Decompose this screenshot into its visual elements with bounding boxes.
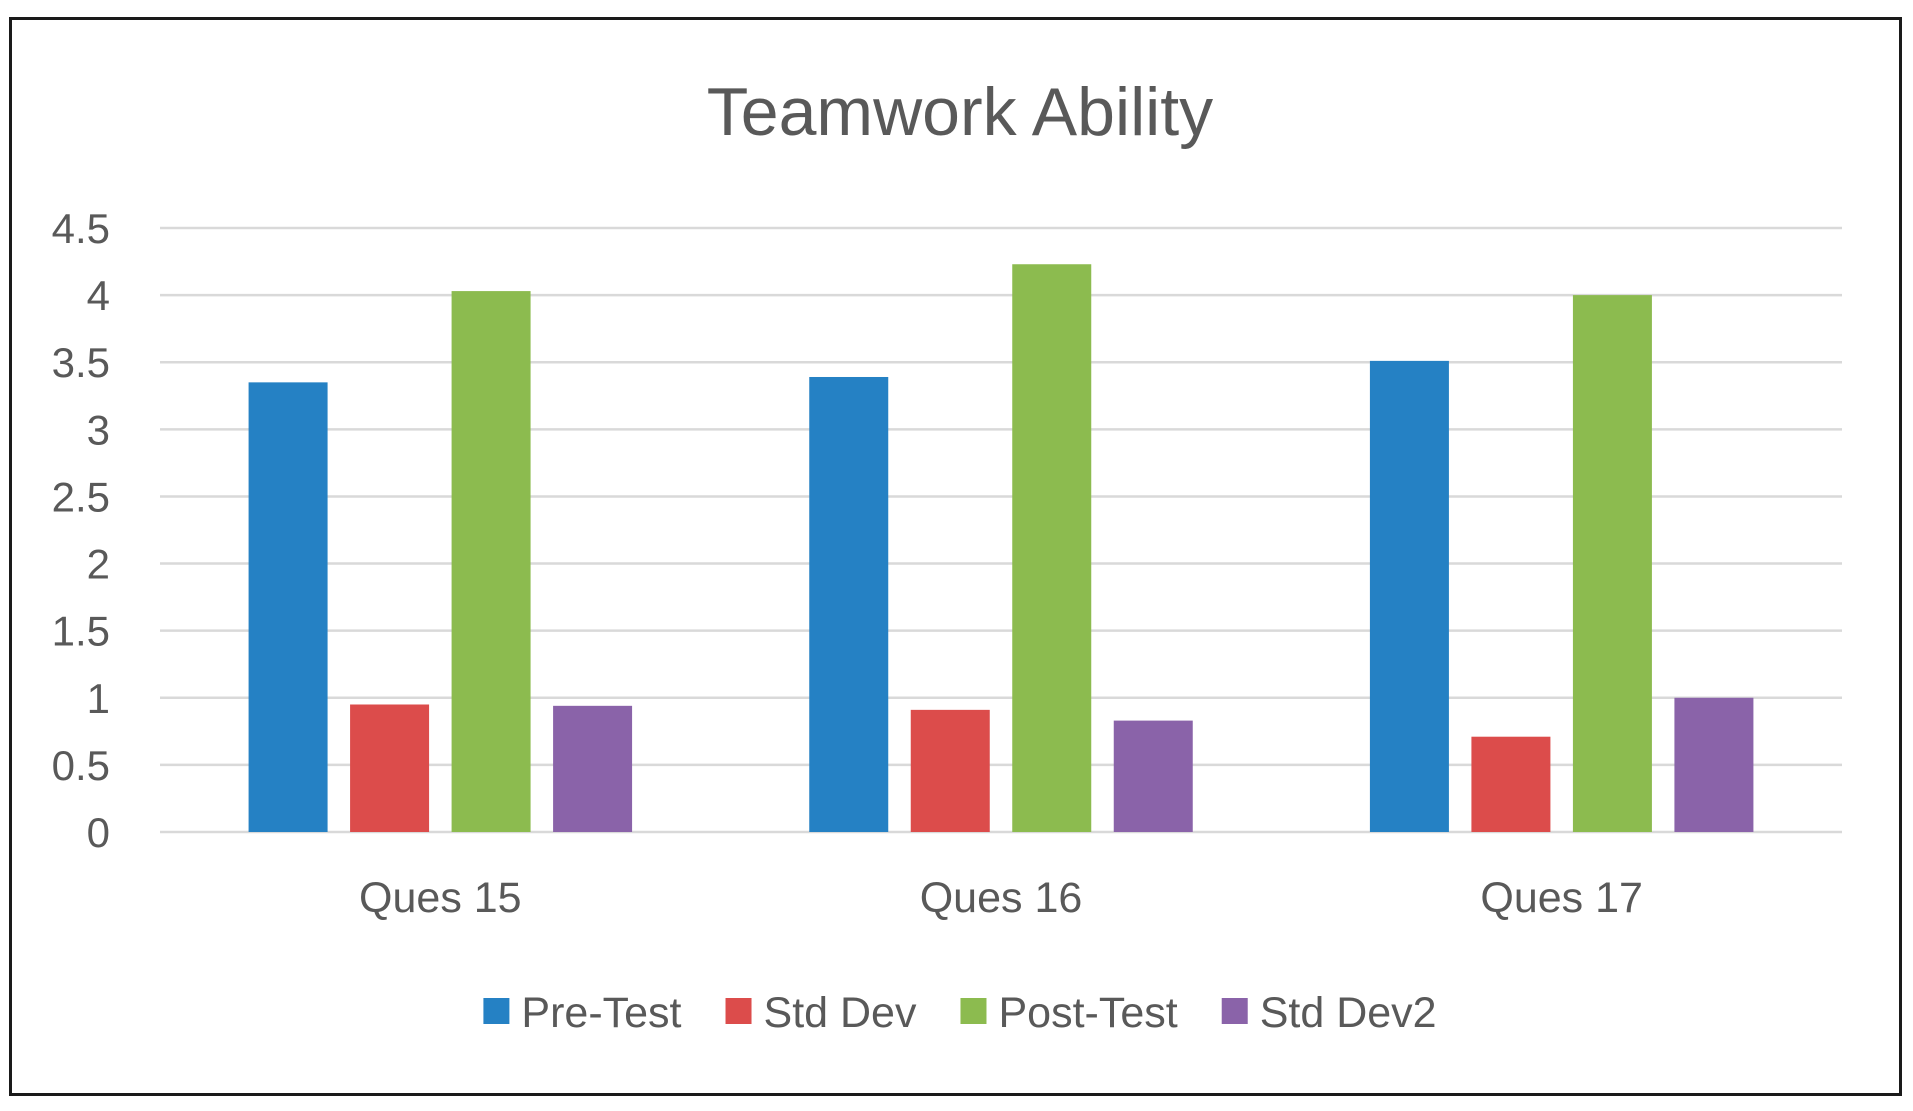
x-category-label: Ques 17 (1480, 874, 1643, 922)
legend-swatch-std-dev2 (1221, 998, 1248, 1024)
gridlines (160, 226, 1842, 834)
legend-swatch-pre-test (483, 998, 510, 1024)
legend-label: Pre-Test (521, 989, 681, 1037)
bars (248, 264, 1754, 833)
y-tick-label: 4 (87, 272, 110, 319)
x-axis-categories: Ques 15 Ques 16 Ques 17 (359, 874, 1643, 922)
bar-pre-test-ques-15 (248, 382, 328, 832)
bar-pre-test-ques-17 (1369, 360, 1449, 832)
y-tick-label: 3 (87, 406, 110, 453)
legend-label: Post-Test (998, 989, 1177, 1037)
x-category-label: Ques 16 (920, 874, 1083, 922)
x-category-label: Ques 15 (359, 874, 522, 922)
legend: Pre-Test Std Dev Post-Test Std Dev2 (483, 989, 1437, 1037)
y-tick-label: 0 (87, 809, 110, 856)
bar-post-test-ques-16 (1012, 264, 1092, 832)
bar-post-test-ques-17 (1572, 295, 1652, 833)
legend-label: Std Dev (764, 989, 917, 1037)
legend-swatch-std-dev (725, 998, 752, 1024)
bar-std-dev-ques-17 (1471, 736, 1551, 832)
legend-label: Std Dev2 (1260, 989, 1437, 1037)
bar-std-dev2-ques-17 (1674, 697, 1754, 832)
y-tick-label: 1.5 (52, 608, 110, 655)
bar-std-dev2-ques-15 (553, 705, 633, 832)
y-axis-ticks: 0 0.5 1 1.5 2 2.5 3 3.5 4 4.5 (52, 205, 110, 856)
bar-post-test-ques-15 (451, 291, 531, 832)
bar-std-dev2-ques-16 (1113, 720, 1193, 832)
legend-swatch-post-test (960, 998, 987, 1024)
y-tick-label: 0.5 (52, 742, 110, 789)
chart-title: Teamwork Ability (707, 74, 1213, 150)
y-tick-label: 2 (87, 541, 110, 588)
y-tick-label: 2.5 (52, 473, 110, 520)
bar-std-dev-ques-15 (350, 704, 430, 832)
y-tick-label: 1 (87, 675, 110, 722)
y-tick-label: 3.5 (52, 339, 110, 386)
y-tick-label: 4.5 (52, 205, 110, 252)
bar-std-dev-ques-16 (910, 709, 990, 832)
bar-pre-test-ques-16 (809, 376, 889, 832)
